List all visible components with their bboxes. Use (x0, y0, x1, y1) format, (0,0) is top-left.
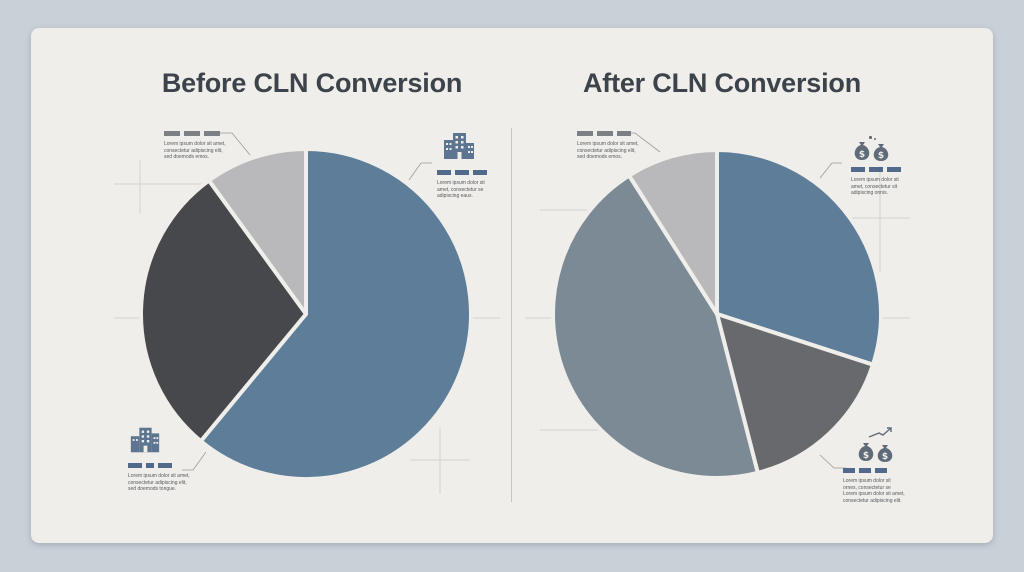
pie-after (551, 148, 883, 480)
money-growth-icon: $ $ (858, 427, 893, 462)
chart-title-before: Before CLN Conversion (161, 68, 463, 98)
annotation-after-top: Lorem ipsum dolor sit amet, consectetur … (577, 131, 639, 161)
pie-slice (139, 178, 308, 444)
annotation-text: Lorem ipsum dolor sit amet, consectetur … (164, 141, 226, 160)
label-bars (577, 131, 639, 136)
annotation-text: Lorem ipsum dolor sit amet, consectetur … (577, 141, 639, 160)
annotation-text: Lorem ipsum dolor sit ornes, consectetur… (843, 478, 905, 504)
label-bars (128, 463, 190, 468)
building-icon (130, 427, 160, 453)
annotation-after-bottom: Lorem ipsum dolor sit ornes, consectetur… (843, 468, 905, 504)
panel-divider (511, 128, 512, 502)
annotation-text: Lorem ipsum dolor sit amet, consectetur … (437, 180, 485, 199)
annotation-after-right: Lorem ipsum dolor sit amet, consectetur … (851, 167, 901, 197)
money-bags-icon: $ $ (854, 136, 889, 161)
label-bars (437, 170, 487, 175)
chart-title-after: After CLN Conversion (582, 68, 862, 98)
svg-text:$: $ (859, 150, 865, 160)
svg-text:$: $ (878, 151, 884, 161)
pie-slice (715, 312, 875, 475)
svg-text:$: $ (863, 451, 869, 461)
annotation-before-bottom: Lorem ipsum dolor sit amet, consectetur … (128, 463, 190, 493)
pie-slice (715, 148, 883, 367)
label-bars (164, 131, 226, 136)
annotation-text: Lorem ipsum dolor sit amet, consectetur … (851, 177, 899, 196)
pie-before (139, 147, 473, 481)
pie-slice (627, 148, 719, 316)
pie-slice (551, 173, 760, 480)
pie-slice (207, 147, 308, 316)
pie-slice (198, 147, 473, 481)
svg-text:$: $ (882, 452, 888, 462)
building-icon (444, 133, 474, 159)
label-bars (843, 468, 905, 473)
annotation-text: Lorem ipsum dolor sit amet, consectetur … (128, 473, 190, 492)
annotation-before-top: Lorem ipsum dolor sit amet, consectetur … (164, 131, 226, 161)
annotation-before-right: Lorem ipsum dolor sit amet, consectetur … (437, 170, 487, 200)
label-bars (851, 167, 901, 172)
